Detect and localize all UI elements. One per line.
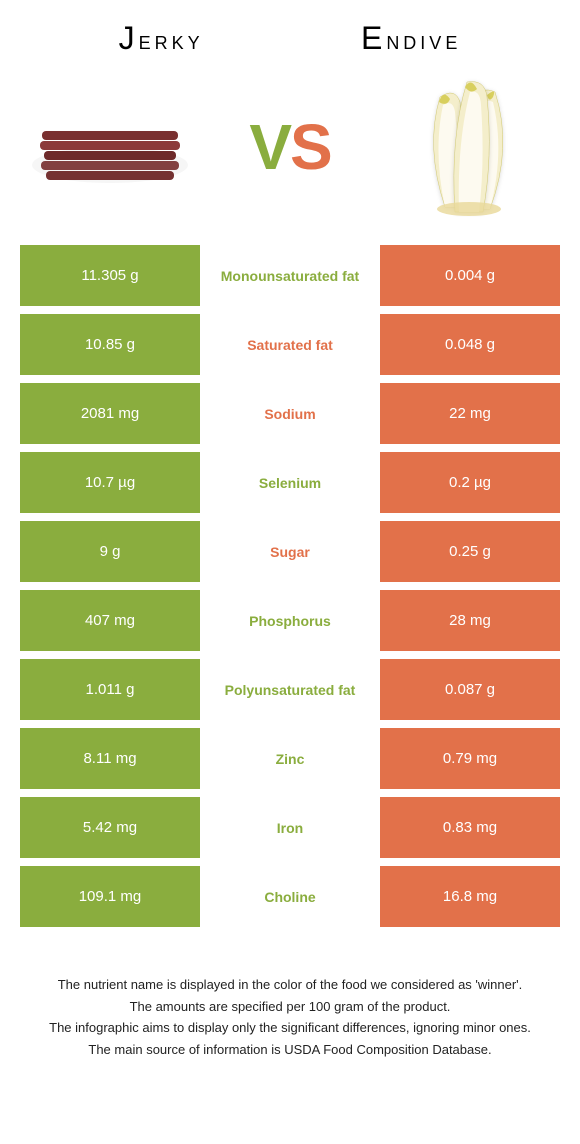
left-value: 2081 mg <box>20 383 200 444</box>
nutrient-label: Sodium <box>200 383 380 444</box>
table-row: 1.011 gPolyunsaturated fat0.087 g <box>20 659 560 720</box>
comparison-table: 11.305 gMonounsaturated fat0.004 g 10.85 … <box>0 237 580 927</box>
table-row: 2081 mgSodium22 mg <box>20 383 560 444</box>
right-value: 0.048 g <box>380 314 560 375</box>
table-row: 407 mgPhosphorus28 mg <box>20 590 560 651</box>
table-row: 10.85 gSaturated fat0.048 g <box>20 314 560 375</box>
right-value: 28 mg <box>380 590 560 651</box>
left-value: 407 mg <box>20 590 200 651</box>
left-value: 10.85 g <box>20 314 200 375</box>
footnote-line: The main source of information is USDA F… <box>30 1040 550 1060</box>
right-value: 0.83 mg <box>380 797 560 858</box>
left-value: 10.7 µg <box>20 452 200 513</box>
vs-s-letter: S <box>290 110 331 184</box>
table-row: 8.11 mgZinc0.79 mg <box>20 728 560 789</box>
nutrient-label: Zinc <box>200 728 380 789</box>
right-value: 0.25 g <box>380 521 560 582</box>
footnote-line: The amounts are specified per 100 gram o… <box>30 997 550 1017</box>
right-value: 0.79 mg <box>380 728 560 789</box>
left-value: 9 g <box>20 521 200 582</box>
right-value: 0.2 µg <box>380 452 560 513</box>
table-row: 5.42 mgIron0.83 mg <box>20 797 560 858</box>
table-row: 9 gSugar0.25 g <box>20 521 560 582</box>
table-row: 11.305 gMonounsaturated fat0.004 g <box>20 245 560 306</box>
footnote-line: The infographic aims to display only the… <box>30 1018 550 1038</box>
table-row: 109.1 mgCholine16.8 mg <box>20 866 560 927</box>
nutrient-label: Selenium <box>200 452 380 513</box>
left-value: 8.11 mg <box>20 728 200 789</box>
left-value: 5.42 mg <box>20 797 200 858</box>
left-food-title: Jerky <box>119 20 204 57</box>
table-row: 10.7 µgSelenium0.2 µg <box>20 452 560 513</box>
right-value: 0.087 g <box>380 659 560 720</box>
nutrient-label: Sugar <box>200 521 380 582</box>
nutrient-label: Monounsaturated fat <box>200 245 380 306</box>
right-value: 16.8 mg <box>380 866 560 927</box>
right-value: 0.004 g <box>380 245 560 306</box>
nutrient-label: Polyunsaturated fat <box>200 659 380 720</box>
nutrient-label: Iron <box>200 797 380 858</box>
nutrient-label: Saturated fat <box>200 314 380 375</box>
left-value: 109.1 mg <box>20 866 200 927</box>
left-value: 1.011 g <box>20 659 200 720</box>
vs-label: VS <box>249 110 330 184</box>
footnotes: The nutrient name is displayed in the co… <box>0 935 580 1081</box>
images-row: VS <box>0 67 580 237</box>
footnote-line: The nutrient name is displayed in the co… <box>30 975 550 995</box>
vs-v-letter: V <box>249 110 290 184</box>
endive-image <box>390 77 550 217</box>
right-value: 22 mg <box>380 383 560 444</box>
jerky-image <box>30 77 190 217</box>
nutrient-label: Choline <box>200 866 380 927</box>
header-row: Jerky Endive <box>0 0 580 67</box>
left-value: 11.305 g <box>20 245 200 306</box>
nutrient-label: Phosphorus <box>200 590 380 651</box>
right-food-title: Endive <box>361 20 461 57</box>
